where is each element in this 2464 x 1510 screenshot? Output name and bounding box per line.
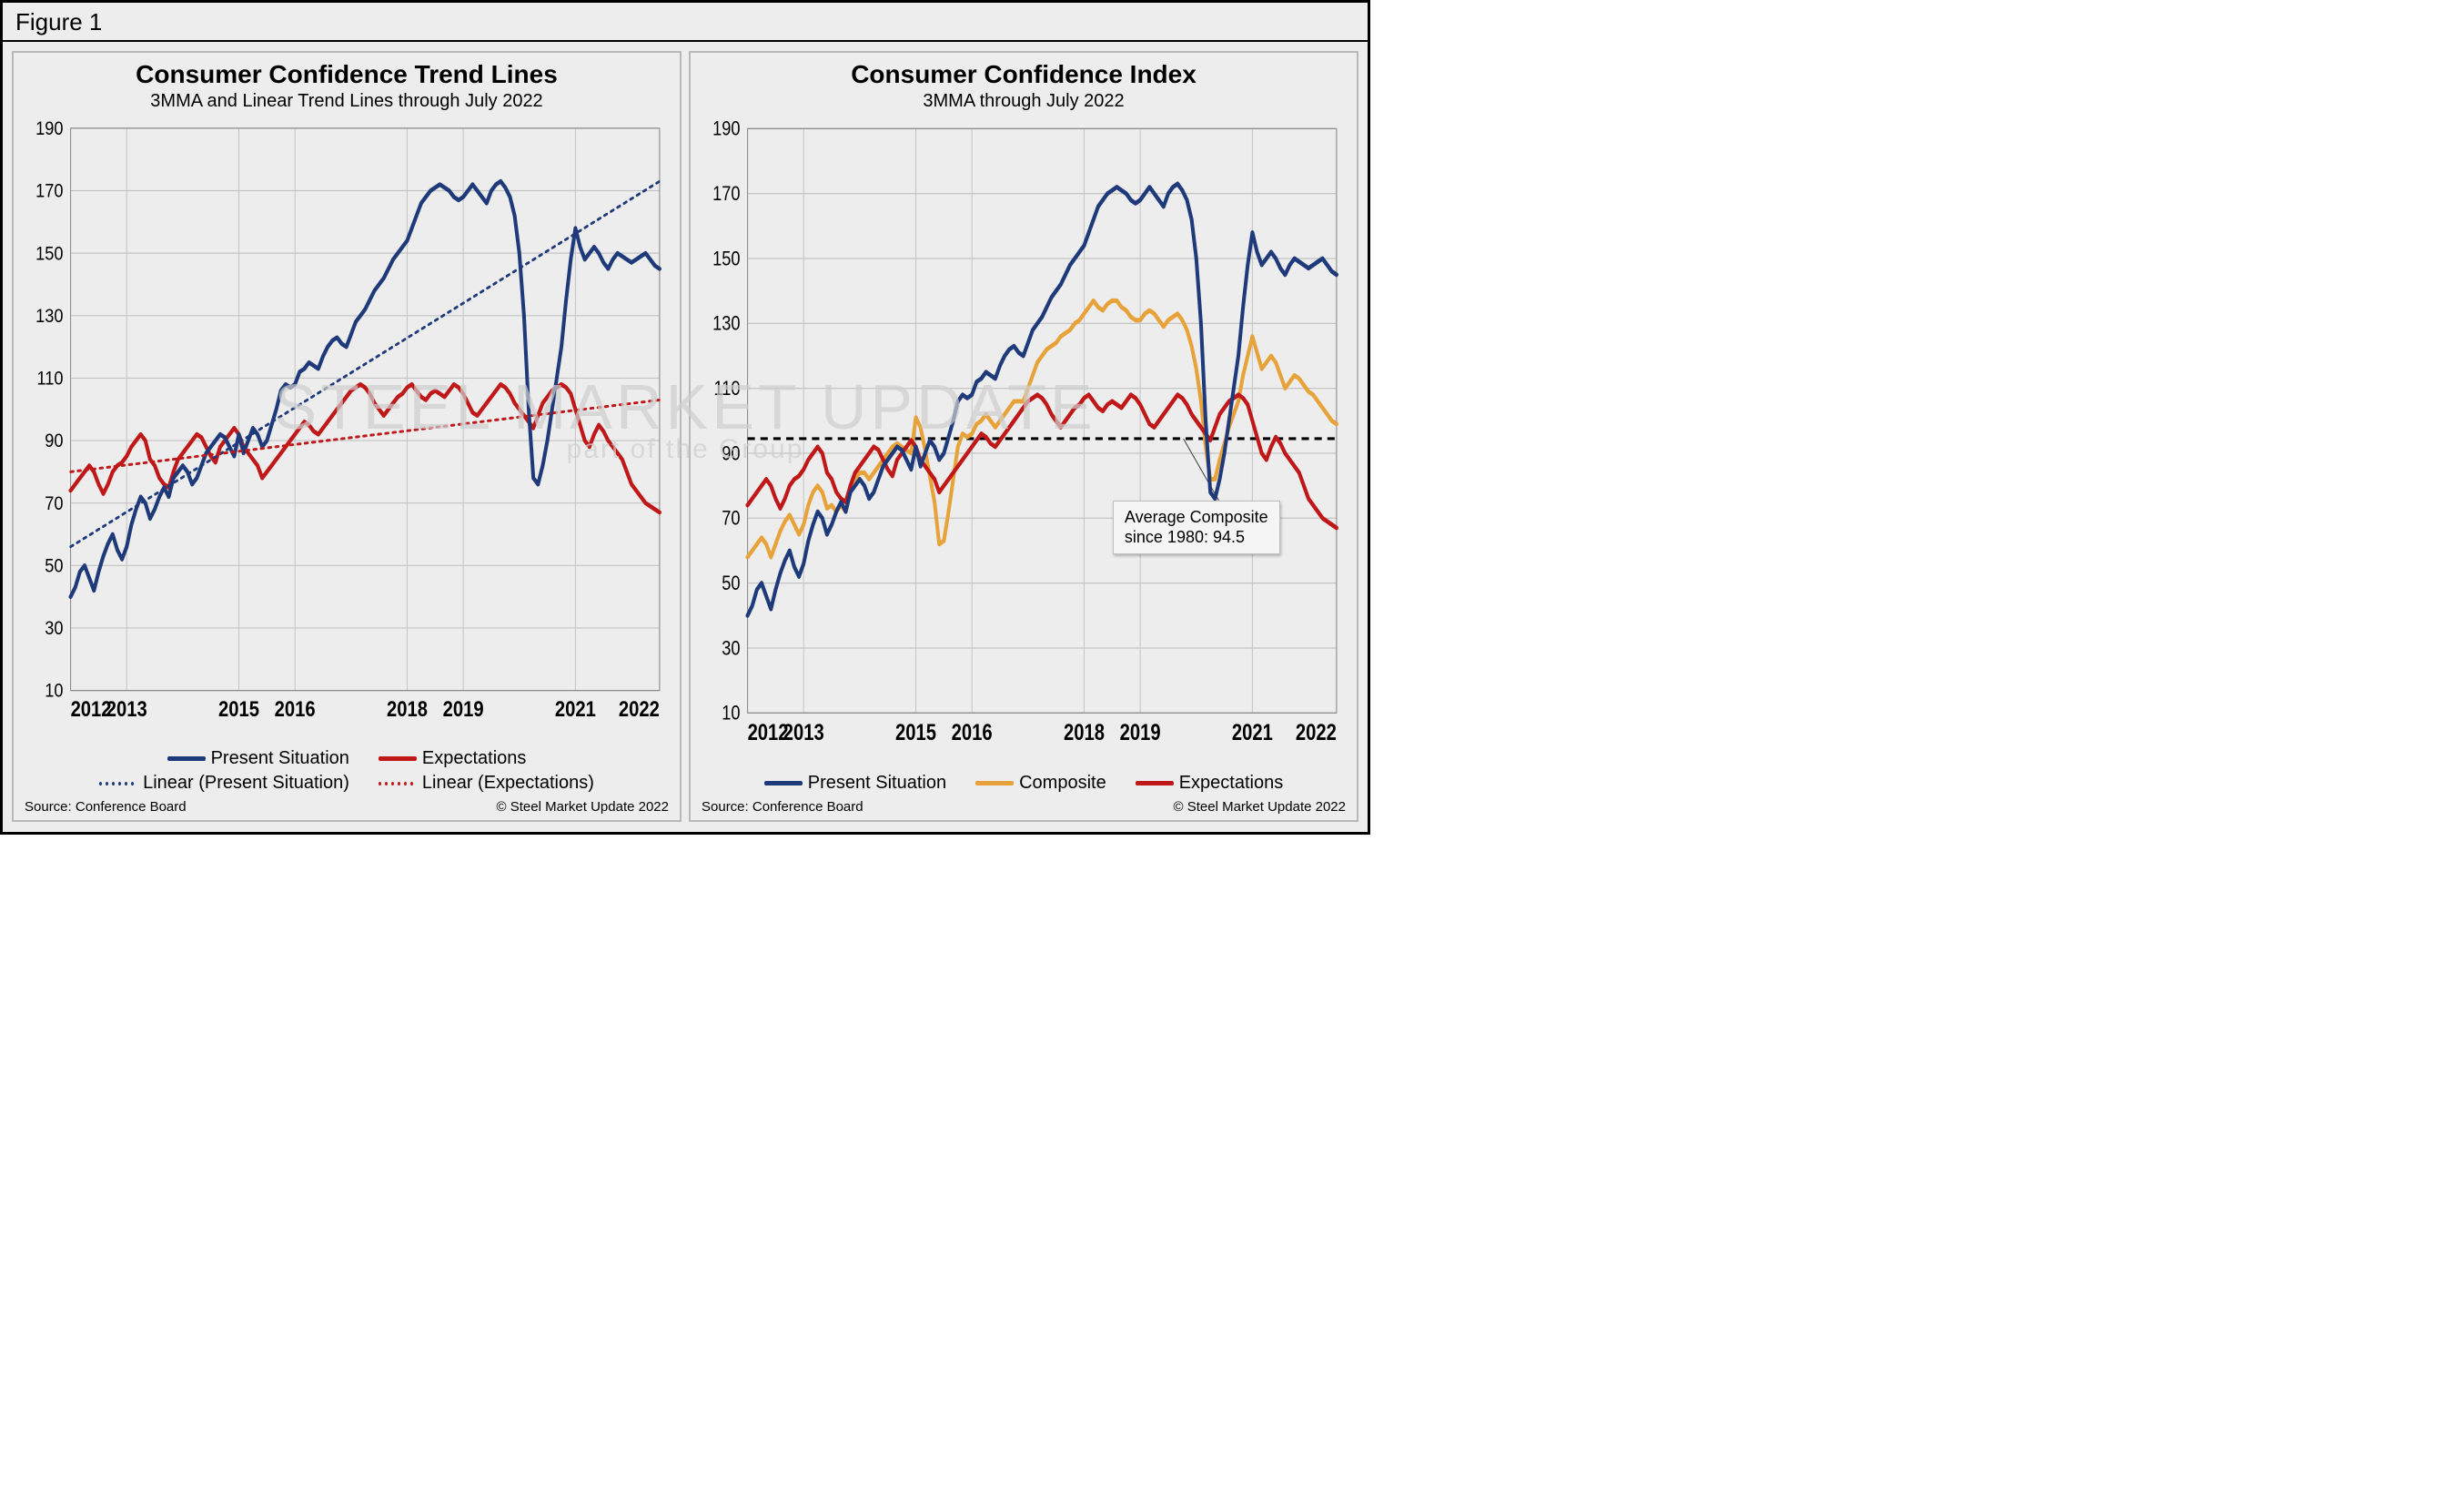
legend-item: Present Situation	[764, 773, 946, 794]
legend-item: Linear (Present Situation)	[99, 773, 349, 794]
legend-item: Linear (Expectations)	[379, 773, 594, 794]
left-legend: Present Situation Expectations Linear (Pr…	[25, 745, 669, 794]
svg-text:2018: 2018	[1064, 720, 1105, 745]
svg-text:2022: 2022	[619, 697, 660, 722]
svg-text:150: 150	[35, 243, 63, 265]
svg-text:2013: 2013	[783, 720, 824, 745]
left-source: Source: Conference Board	[25, 799, 187, 815]
svg-text:50: 50	[45, 555, 63, 577]
svg-text:30: 30	[722, 638, 740, 660]
panel-left: Consumer Confidence Trend Lines 3MMA and…	[12, 51, 682, 822]
panels-row: Consumer Confidence Trend Lines 3MMA and…	[3, 42, 1368, 831]
right-copyright: © Steel Market Update 2022	[1174, 799, 1347, 815]
svg-text:90: 90	[722, 443, 740, 465]
svg-text:170: 170	[712, 183, 740, 205]
svg-text:2016: 2016	[952, 720, 993, 745]
svg-text:190: 190	[712, 118, 740, 140]
callout-line1: Average Composite	[1125, 507, 1268, 528]
left-titles: Consumer Confidence Trend Lines 3MMA and…	[25, 60, 669, 112]
svg-text:150: 150	[712, 248, 740, 270]
svg-text:130: 130	[712, 313, 740, 335]
legend-item: Composite	[975, 773, 1106, 794]
svg-text:2021: 2021	[1232, 720, 1273, 745]
right-subtitle: 3MMA through July 2022	[702, 91, 1346, 112]
right-plot-svg: 20122013201520162018201920212022 1030507…	[702, 117, 1346, 769]
svg-text:10: 10	[722, 703, 740, 725]
callout-line2: since 1980: 94.5	[1125, 527, 1268, 548]
left-copyright: © Steel Market Update 2022	[497, 799, 670, 815]
right-legend: Present Situation Composite Expectations	[702, 769, 1346, 794]
left-plot-svg: 20122013201520162018201920212022 1030507…	[25, 117, 669, 745]
left-subtitle: 3MMA and Linear Trend Lines through July…	[25, 91, 669, 112]
svg-text:2019: 2019	[443, 697, 484, 722]
legend-item: Expectations	[379, 748, 527, 769]
right-source: Source: Conference Board	[702, 799, 863, 815]
svg-text:70: 70	[45, 493, 63, 515]
left-plot-wrap: 20122013201520162018201920212022 1030507…	[25, 117, 669, 745]
svg-text:2013: 2013	[106, 697, 147, 722]
figure-label: Figure 1	[3, 3, 1368, 42]
svg-text:2015: 2015	[895, 720, 936, 745]
svg-text:130: 130	[35, 306, 63, 328]
svg-text:2018: 2018	[387, 697, 428, 722]
svg-text:10: 10	[45, 680, 63, 702]
svg-text:2021: 2021	[555, 697, 596, 722]
legend-item: Expectations	[1136, 773, 1284, 794]
right-title: Consumer Confidence Index	[702, 60, 1346, 89]
avg-composite-callout: Average Composite since 1980: 94.5	[1113, 501, 1280, 554]
left-title: Consumer Confidence Trend Lines	[25, 60, 669, 89]
svg-text:2022: 2022	[1296, 720, 1337, 745]
svg-text:170: 170	[35, 180, 63, 202]
svg-text:110: 110	[36, 368, 63, 390]
legend-item: Present Situation	[167, 748, 349, 769]
svg-text:2019: 2019	[1120, 720, 1161, 745]
svg-text:110: 110	[713, 378, 740, 400]
svg-text:70: 70	[722, 508, 740, 530]
svg-text:190: 190	[35, 118, 63, 140]
svg-text:30: 30	[45, 618, 63, 640]
right-titles: Consumer Confidence Index 3MMA through J…	[702, 60, 1346, 112]
svg-text:90: 90	[45, 431, 63, 452]
svg-text:50: 50	[722, 573, 740, 594]
panel-right: Consumer Confidence Index 3MMA through J…	[689, 51, 1358, 822]
svg-text:2015: 2015	[218, 697, 259, 722]
right-footer: Source: Conference Board © Steel Market …	[702, 799, 1346, 815]
right-plot-wrap: 20122013201520162018201920212022 1030507…	[702, 117, 1346, 769]
figure-outer: Figure 1 Consumer Confidence Trend Lines…	[0, 0, 1370, 835]
svg-text:2016: 2016	[275, 697, 316, 722]
left-footer: Source: Conference Board © Steel Market …	[25, 799, 669, 815]
